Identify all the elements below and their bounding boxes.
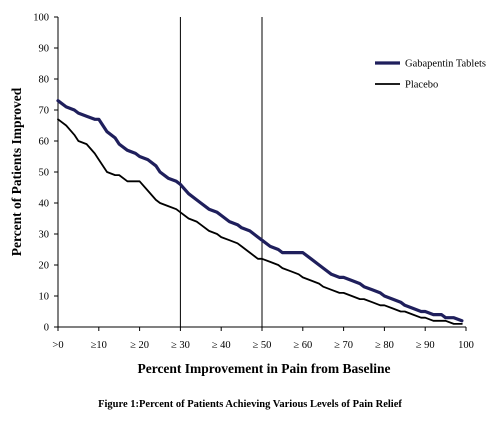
x-tick-label: ≥ 70 [334,340,353,351]
y-tick-label: 50 [39,168,50,179]
y-tick-label: 60 [39,137,50,148]
x-tick-label: ≥ 50 [253,340,272,351]
x-tick-label: ≥ 90 [416,340,435,351]
y-tick-label: 90 [39,44,50,55]
y-axis-title: Percent of Patients Improved [9,87,24,256]
series-line-gabapentin [56,99,464,323]
legend-label-gabapentin: Gabapentin Tablets [405,59,486,70]
x-axis-ticks: >0 ≥10 ≥ 20 ≥ 30 ≥ 40 ≥ 50 ≥ 60 ≥ 70 ≥ 80 ≥ 90 100 [52,327,474,351]
plot-area [179,17,263,327]
y-tick-label: 30 [39,230,50,241]
x-tick-label: ≥ 60 [293,340,312,351]
x-tick-label: >0 [52,340,63,351]
series-line-placebo [57,118,463,325]
x-tick-label: ≥10 [91,340,107,351]
x-axis-title: Percent Improvement in Pain from Baselin… [137,361,390,376]
y-tick-label: 80 [39,75,50,86]
legend: Gabapentin Tablets Placebo [375,59,486,91]
y-axis-ticks: 0 10 20 30 40 50 60 70 80 90 100 [33,13,58,334]
x-tick-label: ≥ 80 [375,340,394,351]
figure-caption: Figure 1:Percent of Patients Achieving V… [98,399,402,410]
y-tick-label: 20 [39,261,50,272]
y-tick-label: 10 [39,292,50,303]
x-tick-label: ≥ 30 [171,340,190,351]
x-tick-label: ≥ 40 [212,340,231,351]
y-tick-label: 70 [39,106,50,117]
y-tick-label: 100 [33,13,49,24]
x-tick-label: 100 [458,340,474,351]
line-chart: 0 10 20 30 40 50 60 70 80 90 100 >0 ≥10 ≥ 20 ≥ 30 ≥ 40… [9,13,486,377]
series-lines [56,99,464,325]
y-tick-label: 0 [44,323,49,334]
y-tick-label: 40 [39,199,50,210]
legend-label-placebo: Placebo [405,80,438,91]
x-tick-label: ≥ 20 [130,340,149,351]
